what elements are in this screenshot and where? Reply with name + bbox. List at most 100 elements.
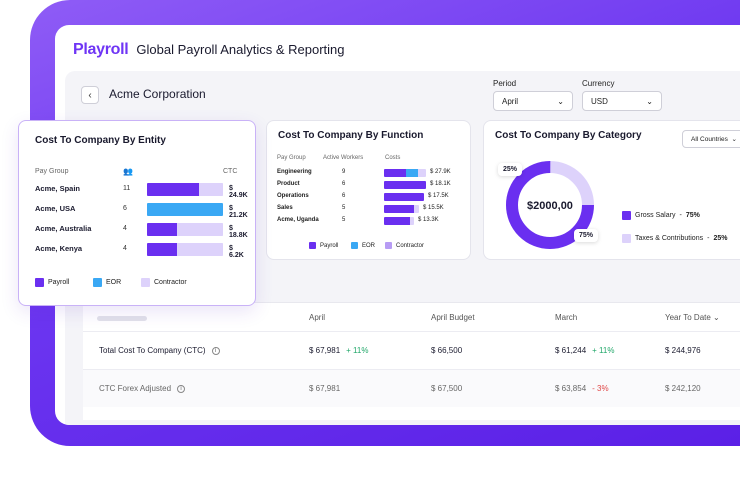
row-label-text: Total Cost To Company (CTC) [99, 346, 206, 355]
period-value: April [502, 96, 519, 106]
bar-segment-eor [147, 203, 223, 216]
table-row: Total Cost To Company (CTC) i $ 67,981 + 1… [83, 331, 740, 369]
gross-swatch [622, 211, 631, 220]
bar-segment-payroll [147, 223, 178, 236]
cell-budget: $ 67,500 [431, 384, 463, 393]
pill-small: 25% [498, 163, 523, 176]
entity-card-title: Cost To Company By Entity [35, 135, 166, 146]
legend-label: Payroll [48, 279, 70, 286]
info-icon[interactable]: i [177, 384, 186, 393]
legend-label: Contractor [154, 279, 187, 286]
row-label: Total Cost To Company (CTC) i [99, 346, 220, 355]
function-name: Operations [277, 193, 309, 199]
app-header: Playroll Global Payroll Analytics & Repo… [73, 41, 345, 59]
entity-value: $ 18.8K [229, 225, 248, 239]
legend-gross-salary: Gross Salary -75% [622, 211, 700, 220]
gross-label: Gross Salary [635, 212, 676, 219]
function-bar [384, 193, 424, 201]
entity-row: Acme, Australia 4 $ 18.8K [35, 223, 248, 239]
legend-label: Contractor [396, 242, 425, 249]
cell-march: $ 61,244 + 11% [555, 346, 614, 355]
country-value: All Countries [691, 135, 728, 143]
entity-count: 4 [123, 245, 127, 252]
march-value: $ 61,244 [555, 346, 587, 355]
pill-large: 75% [574, 229, 599, 242]
function-value: $ 13.3K [418, 217, 439, 223]
entity-bar [147, 223, 223, 236]
placeholder-bar [97, 316, 147, 321]
col-pay-group: Pay Group [35, 168, 69, 175]
taxes-label: Taxes & Contributions [635, 235, 704, 242]
legend-eor: EOR [93, 278, 121, 287]
cost-table: April April Budget March Year To Date ⌄ … [83, 302, 740, 420]
company-name: Acme Corporation [109, 87, 206, 101]
entity-bar [147, 243, 223, 256]
cell-ytd: $ 242,120 [665, 384, 701, 393]
function-name: Engineering [277, 169, 312, 175]
col-pay-group: Pay Group [277, 155, 306, 161]
function-row: Acme, Uganda 5 $ 13.3K [277, 216, 467, 226]
category-card-title: Cost To Company By Category [495, 130, 642, 141]
currency-select[interactable]: USD ⌄ [582, 91, 662, 111]
entity-card: Cost To Company By Entity Pay Group 👥 CT… [18, 120, 256, 306]
table-row: CTC Forex Adjusted i $ 67,981 $ 67,500 $ … [83, 369, 740, 407]
gross-value: 75% [685, 212, 700, 219]
function-value: $ 27.9K [430, 169, 451, 175]
bar-segment-payroll [384, 217, 410, 225]
cell-april: $ 67,981 [309, 384, 341, 393]
cell-march: $ 63,854 - 3% [555, 384, 609, 393]
brand-logo: Playroll [73, 41, 129, 58]
bar-segment-contractor [414, 205, 419, 213]
april-delta: + 11% [346, 346, 369, 355]
function-card: Cost To Company By Function Pay Group Ac… [266, 120, 471, 260]
legend-contractor: Contractor [385, 242, 424, 249]
legend-label: EOR [106, 279, 122, 286]
col-ytd-label: Year To Date [665, 313, 711, 322]
period-select[interactable]: April ⌄ [493, 91, 573, 111]
april-value: $ 67,981 [309, 346, 341, 355]
march-value: $ 63,854 [555, 384, 587, 393]
bar-segment-contractor [177, 243, 223, 256]
legend-payroll: Payroll [309, 242, 338, 249]
legend-contractor: Contractor [141, 278, 187, 287]
col-ctc: CTC [223, 168, 238, 175]
bar-segment-contractor [418, 169, 426, 177]
bar-segment-contractor [177, 223, 223, 236]
contractor-swatch [141, 278, 150, 287]
function-name: Acme, Uganda [277, 217, 319, 223]
country-select[interactable]: All Countries ⌄ [682, 130, 740, 148]
entity-count: 4 [123, 225, 127, 232]
col-costs: Costs [385, 155, 401, 161]
function-value: $ 17.5K [428, 193, 449, 199]
entity-row: Acme, USA 6 $ 21.2K [35, 203, 248, 219]
function-name: Sales [277, 205, 293, 211]
function-row: Sales 5 $ 15.5K [277, 204, 467, 214]
function-row: Product 6 $ 18.1K [277, 180, 467, 190]
category-card: Cost To Company By Category All Countrie… [483, 120, 740, 260]
bar-segment-payroll [147, 243, 178, 256]
entity-count: 6 [123, 205, 127, 212]
currency-label: Currency [582, 79, 615, 88]
currency-value: USD [591, 96, 608, 106]
bar-segment-payroll [384, 193, 424, 201]
function-card-title: Cost To Company By Function [278, 130, 424, 141]
function-row: Engineering 9 $ 27.9K [277, 168, 467, 178]
chevron-down-icon: ⌄ [713, 313, 720, 322]
info-icon[interactable]: i [211, 346, 220, 355]
function-bar [384, 205, 419, 213]
legend-label: Payroll [320, 242, 339, 249]
entity-row: Acme, Spain 11 $ 24.9K [35, 183, 248, 199]
back-button[interactable]: ‹ [81, 86, 99, 104]
taxes-value: 25% [713, 235, 728, 242]
function-count: 6 [342, 193, 346, 199]
bar-segment-contractor [410, 217, 414, 225]
legend-taxes: Taxes & Contributions -25% [622, 234, 727, 243]
function-row: Operations 6 $ 17.5K [277, 192, 467, 202]
eor-swatch [93, 278, 102, 287]
col-ytd[interactable]: Year To Date ⌄ [665, 313, 720, 322]
cell-budget: $ 66,500 [431, 346, 463, 355]
bar-segment-payroll [384, 181, 426, 189]
function-count: 9 [342, 169, 346, 175]
function-bar [384, 181, 426, 189]
